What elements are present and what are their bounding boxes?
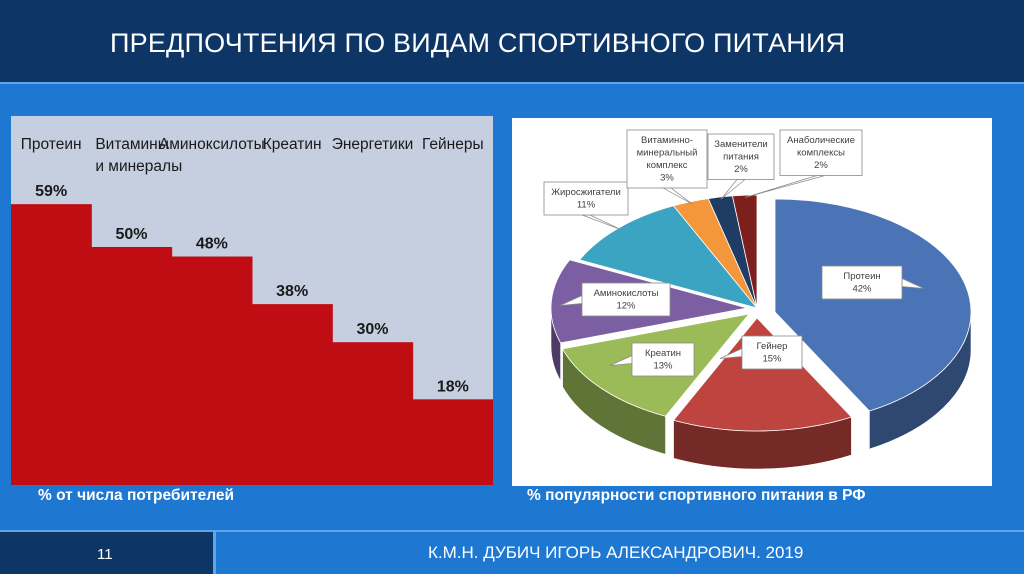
slide-title: ПРЕДПОЧТЕНИЯ ПО ВИДАМ СПОРТИВНОГО ПИТАНИ… [110, 28, 846, 58]
step-category-label-1-0: Витамины [95, 136, 169, 153]
pie-callouts: Протеин 42% Гейнер 15% Креатин 13% Аминокислот… [543, 129, 925, 377]
pie-slice-7 [731, 194, 758, 309]
right-chart-caption: % популярности спортивного питания в РФ [527, 487, 866, 504]
pie-slice-1 [672, 317, 853, 432]
step-bar-1 [91, 246, 173, 485]
pie-callout-box-1 [741, 335, 803, 370]
left-chart-caption: % от числа потребителей [38, 487, 235, 504]
pie-callout-box-3 [581, 282, 671, 317]
step-bar-0 [11, 204, 92, 485]
pie-callout-text-7-2: 2% [814, 160, 828, 171]
pie-callout-text-2-0: Креатин [645, 348, 681, 359]
pie-callout-pointer-4 [581, 214, 622, 231]
step-value-label-2: 48% [196, 236, 228, 253]
pie-callout-text-5-2: комплекс [646, 160, 687, 171]
pie-callout-text-1-1: 15% [762, 354, 782, 365]
pie-callout-text-0-1: 42% [852, 284, 872, 295]
pie-callout-text-7-1: комплексы [797, 148, 845, 159]
pie-callout-text-5-0: Витаминно- [641, 135, 693, 146]
pie-callout-box-4 [543, 181, 629, 216]
pie-callout-box-2 [631, 342, 695, 377]
pie-callout-text-7-0: Анаболические [787, 135, 855, 146]
step-category-label-0-0: Протеин [21, 136, 82, 153]
footer-page-box: 11 [0, 532, 213, 574]
page-number: 11 [97, 546, 113, 563]
pie-callout-text-3-0: Аминокислоты [594, 288, 659, 299]
pie-callout-box-6 [707, 133, 775, 180]
pie-callout-text-6-1: питания [723, 152, 759, 163]
step-bar-3 [252, 304, 333, 485]
step-value-label-4: 30% [356, 321, 388, 338]
header-divider [0, 82, 1024, 84]
pie-callout-text-5-3: 3% [660, 173, 674, 184]
footer-divider [0, 530, 1024, 532]
pie-callout-box-7 [779, 129, 863, 176]
author-credit: К.М.Н. ДУБИЧ ИГОРЬ АЛЕКСАНДРОВИЧ. 2019 [428, 543, 804, 562]
pie-callout-text-4-1: 11% [577, 200, 596, 211]
pie-callout-box-0 [821, 265, 903, 300]
pie-callout-pointer-5 [662, 187, 693, 205]
pie-callout-text-6-2: 2% [734, 164, 748, 175]
step-chart-panel: 59% Протеин 50% Витамины и минералы 48% Аминок… [11, 116, 493, 485]
step-category-label-4-0: Энергетики [332, 136, 414, 153]
step-bar-2 [171, 256, 253, 485]
pie-callout-text-5-1: минеральный [637, 148, 698, 159]
pie-chart: Протеин 42% Гейнер 15% Креатин 13% Аминокислот… [543, 129, 972, 470]
pie-callout-text-1-0: Гейнер [757, 341, 788, 352]
slide-footer: 11 К.М.Н. ДУБИЧ ИГОРЬ АЛЕКСАНДРОВИЧ. 201… [0, 530, 1024, 574]
step-category-label-5-0: Гейнеры [422, 136, 484, 153]
slide-header: ПРЕДПОЧТЕНИЯ ПО ВИДАМ СПОРТИВНОГО ПИТАНИ… [0, 0, 1024, 82]
pie-slice-0 [774, 198, 972, 412]
pie-sides [550, 307, 972, 470]
pie-callout-text-6-0: Заменители [714, 139, 767, 150]
footer-separator [213, 532, 216, 574]
pie-callout-text-2-1: 13% [653, 361, 673, 372]
pie-callout-text-4-0: Жиросжигатели [551, 187, 621, 198]
step-value-label-1: 50% [115, 226, 147, 243]
step-value-label-3: 38% [276, 283, 308, 300]
pie-callout-text-0-0: Протеин [843, 271, 880, 282]
step-value-label-5: 18% [437, 378, 469, 395]
step-bar-5 [412, 399, 493, 485]
step-category-label-2-0: Аминоксилоты [159, 136, 265, 153]
step-bar-4 [332, 342, 414, 485]
pie-chart-panel: Протеин 42% Гейнер 15% Креатин 13% Аминокислот… [512, 118, 992, 486]
step-chart: 59% Протеин 50% Витамины и минералы 48% Аминок… [11, 136, 493, 485]
pie-callout-box-5 [626, 129, 708, 189]
step-value-label-0: 59% [35, 183, 67, 200]
step-category-label-3-0: Креатин [263, 136, 322, 153]
pie-callout-text-3-1: 12% [616, 301, 636, 312]
step-category-label-1-1: и минералы [95, 158, 182, 175]
